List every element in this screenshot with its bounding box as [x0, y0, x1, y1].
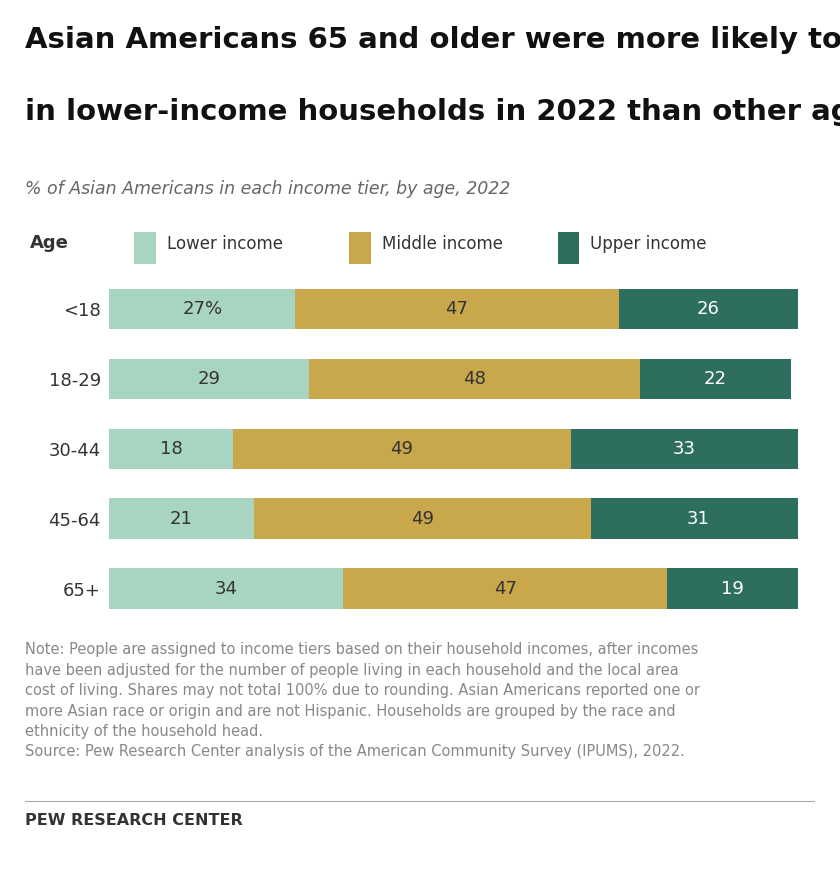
Text: 48: 48 — [463, 370, 486, 388]
Bar — [109, 498, 254, 539]
Text: Note: People are assigned to income tiers based on their household incomes, afte: Note: People are assigned to income tier… — [25, 642, 701, 759]
Bar — [591, 498, 805, 539]
Text: 27%: 27% — [182, 300, 223, 318]
Text: 31: 31 — [686, 510, 710, 528]
Bar — [619, 289, 798, 329]
Text: 47: 47 — [445, 300, 469, 318]
Bar — [667, 568, 798, 609]
Text: 26: 26 — [697, 300, 720, 318]
Text: Middle income: Middle income — [381, 235, 502, 253]
Bar — [309, 359, 639, 400]
Text: Upper income: Upper income — [590, 235, 706, 253]
Text: 49: 49 — [411, 510, 434, 528]
Text: 33: 33 — [673, 440, 696, 458]
Bar — [234, 429, 570, 469]
Text: 21: 21 — [170, 510, 193, 528]
Text: PEW RESEARCH CENTER: PEW RESEARCH CENTER — [25, 813, 243, 828]
Bar — [570, 429, 798, 469]
Bar — [109, 568, 344, 609]
Bar — [109, 289, 295, 329]
Bar — [134, 232, 156, 264]
Bar — [109, 359, 309, 400]
Bar — [344, 568, 667, 609]
Bar — [295, 289, 619, 329]
Text: 18: 18 — [160, 440, 182, 458]
Bar — [639, 359, 791, 400]
Text: 29: 29 — [197, 370, 221, 388]
Bar — [349, 232, 371, 264]
Text: % of Asian Americans in each income tier, by age, 2022: % of Asian Americans in each income tier… — [25, 180, 511, 198]
Text: Age: Age — [30, 234, 69, 252]
Text: Asian Americans 65 and older were more likely to live: Asian Americans 65 and older were more l… — [25, 26, 840, 55]
Bar — [254, 498, 591, 539]
Text: Lower income: Lower income — [166, 235, 282, 253]
Text: 22: 22 — [704, 370, 727, 388]
Bar — [558, 232, 580, 264]
Text: 47: 47 — [494, 580, 517, 598]
Bar — [109, 429, 234, 469]
Text: 34: 34 — [215, 580, 238, 598]
Text: in lower-income households in 2022 than other ages: in lower-income households in 2022 than … — [25, 99, 840, 126]
Text: 49: 49 — [391, 440, 413, 458]
Text: 19: 19 — [721, 580, 744, 598]
